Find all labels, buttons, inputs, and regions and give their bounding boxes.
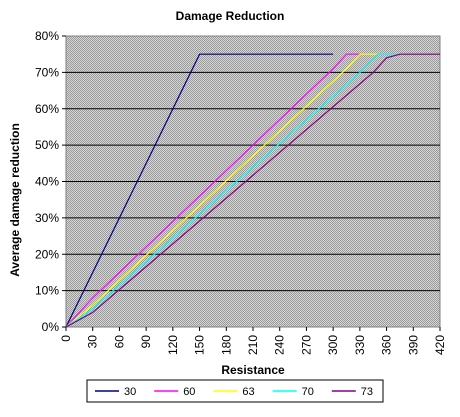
- y-axis-label: Average damage reduction: [8, 123, 22, 277]
- x-tick-labels: 0 30 60 90 120 150 180 210 240 270 300 330 360 390 420: [59, 335, 447, 355]
- x-tick-label: 420: [433, 335, 447, 355]
- x-axis-label: Resistance: [221, 363, 285, 377]
- legend: 30 60 63 70 73: [86, 379, 384, 403]
- x-tick-label: 60: [112, 335, 126, 349]
- y-tick-label: 40%: [35, 175, 59, 189]
- legend-label-73: 73: [361, 386, 373, 398]
- y-tick-label: 80%: [35, 29, 59, 43]
- y-tick-labels: 0% 10% 20% 30% 40% 50% 60% 70% 80%: [35, 29, 59, 334]
- series-line-60: [65, 53, 360, 328]
- x-tick-label: 390: [406, 335, 420, 355]
- x-tick-label: 300: [326, 335, 340, 355]
- x-tick-label: 270: [299, 335, 313, 355]
- x-tick-label: 180: [219, 335, 233, 355]
- y-tick-label: 50%: [35, 138, 59, 152]
- series-line-73: [65, 53, 440, 328]
- y-tick-label: 70%: [35, 65, 59, 79]
- series-line-63: [65, 53, 378, 328]
- x-tick-label: 150: [193, 335, 207, 355]
- chart-title: Damage Reduction: [176, 9, 285, 23]
- legend-label-30: 30: [124, 386, 136, 398]
- series-line-30: [65, 53, 334, 328]
- legend-label-70: 70: [302, 386, 314, 398]
- x-tick-label: 90: [139, 335, 153, 349]
- x-tick-label: 0: [59, 335, 73, 342]
- y-tick-label: 60%: [35, 102, 59, 116]
- series-line-70: [65, 53, 396, 328]
- axes: [62, 35, 441, 331]
- y-tick-label: 0%: [42, 320, 60, 334]
- x-tick-label: 120: [166, 335, 180, 355]
- y-tick-label: 20%: [35, 247, 59, 261]
- y-tick-label: 30%: [35, 211, 59, 225]
- x-tick-label: 210: [246, 335, 260, 355]
- x-tick-label: 360: [380, 335, 394, 355]
- x-tick-label: 30: [86, 335, 100, 349]
- y-tick-label: 10%: [35, 284, 59, 298]
- series-layer: [65, 53, 440, 328]
- x-tick-label: 240: [273, 335, 287, 355]
- legend-label-60: 60: [183, 386, 195, 398]
- x-tick-label: 330: [353, 335, 367, 355]
- legend-label-63: 63: [242, 386, 254, 398]
